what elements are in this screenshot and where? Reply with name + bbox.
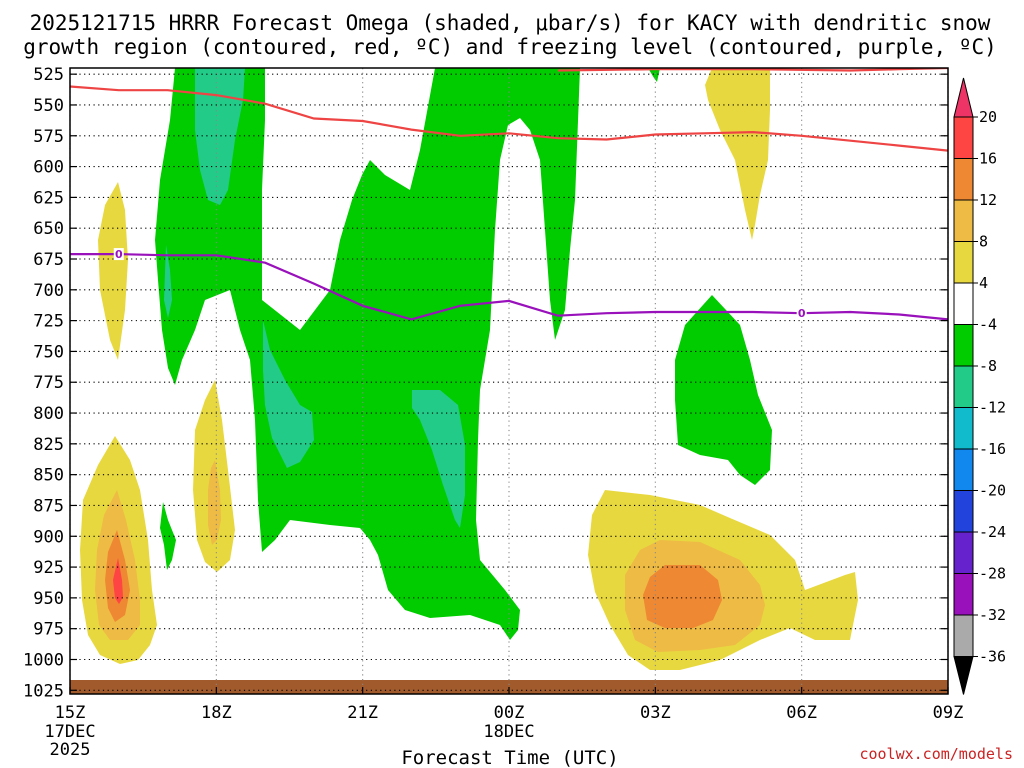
colorbar-segment-11 xyxy=(953,531,974,574)
y-axis: 525 550 575 600 625 650 675 700 725 750 775 800 825 8… xyxy=(23,65,948,701)
yellow-descent-upperright xyxy=(705,68,770,240)
y-tick-label-750: 750 xyxy=(33,342,64,362)
dgz-contour-line xyxy=(70,85,948,152)
credit-text: coolwx.com/models xyxy=(859,745,1013,763)
dgz-contour-line-top xyxy=(557,68,948,72)
y-tick-label-850: 850 xyxy=(33,466,64,486)
red-descent-lowleft xyxy=(113,558,123,604)
colorbar-segment-13 xyxy=(953,614,974,657)
colorbar-top-arrow xyxy=(953,77,974,118)
colorbar-segment-8 xyxy=(953,407,974,450)
colorbar-segment-2 xyxy=(953,158,974,201)
x-tick-label-06Z: 06Z xyxy=(786,703,817,723)
green-main-ascent xyxy=(155,68,580,640)
y-tick-label-525: 525 xyxy=(33,65,64,85)
y-tick-label-1025: 1025 xyxy=(23,681,64,701)
colorbar-segment-12 xyxy=(953,573,974,616)
colorbar-label--28: -28 xyxy=(979,565,1006,583)
y-tick-label-575: 575 xyxy=(33,127,64,147)
teal-ascent-upper xyxy=(195,68,245,205)
x-tick-label-21Z: 21Z xyxy=(347,703,378,723)
colorbar-label-12: 12 xyxy=(979,191,997,209)
teal-ascent-mid-right xyxy=(412,390,465,528)
freezing-level-label-right: 0 xyxy=(798,307,806,320)
x-tick-label-03Z: 03Z xyxy=(640,703,671,723)
colorbar-label--4: -4 xyxy=(979,316,997,334)
freezing-level-label-left-bg xyxy=(113,248,124,261)
x-tick-label-15Z: 15Z xyxy=(55,703,86,723)
colorbar-segment-3 xyxy=(953,199,974,242)
colorbar-segment-7 xyxy=(953,365,974,408)
freezing-level-label-right-bg xyxy=(796,307,807,320)
y-tick-label-775: 775 xyxy=(33,373,64,393)
contour-labels: 00 xyxy=(113,248,807,320)
x-tick-label-18Z: 18Z xyxy=(201,703,232,723)
colorbar-label--32: -32 xyxy=(979,606,1006,624)
y-tick-label-625: 625 xyxy=(33,188,64,208)
y-tick-label-1000: 1000 xyxy=(23,650,64,670)
green-ascent-small xyxy=(160,502,176,570)
colorbar-label-8: 8 xyxy=(979,233,988,251)
freezing-level-label-left: 0 xyxy=(115,248,123,261)
x-tick-sublabel-2025: 2025 xyxy=(50,740,91,760)
x-tick-label-09Z: 09Z xyxy=(933,703,964,723)
colorbar-label-20: 20 xyxy=(979,108,997,126)
colorbar-label--24: -24 xyxy=(979,523,1006,541)
teal-ascent-small xyxy=(164,245,172,318)
y-tick-label-800: 800 xyxy=(33,404,64,424)
y-tick-label-600: 600 xyxy=(33,158,64,178)
y-tick-label-875: 875 xyxy=(33,496,64,516)
y-tick-label-975: 975 xyxy=(33,620,64,640)
x-axis-label: Forecast Time (UTC) xyxy=(401,747,618,768)
colorbar-segment-9 xyxy=(953,448,974,491)
y-tick-label-725: 725 xyxy=(33,312,64,332)
grid-lines xyxy=(69,68,949,694)
teal-ascent-mid-left xyxy=(263,320,314,468)
colorbar-label--20: -20 xyxy=(979,482,1006,500)
orange-descent-column xyxy=(208,460,221,545)
x-tick-sublabel-18DEC: 18DEC xyxy=(483,722,534,742)
x-tick-label-00Z: 00Z xyxy=(494,703,525,723)
y-tick-label-825: 825 xyxy=(33,435,64,455)
colorbar-segment-5 xyxy=(953,282,974,325)
darkorange-descent-lowright xyxy=(643,565,722,628)
y-tick-label-675: 675 xyxy=(33,250,64,270)
colorbar-label-4: 4 xyxy=(979,274,988,292)
colorbar-segment-1 xyxy=(953,116,974,159)
colorbar-segment-10 xyxy=(953,490,974,533)
chart-title-line2: growth region (contoured, red, ºC) and f… xyxy=(23,35,997,59)
omega-shading xyxy=(80,68,858,670)
y-tick-label-700: 700 xyxy=(33,281,64,301)
colorbar-label--12: -12 xyxy=(979,399,1006,417)
colorbar-label--36: -36 xyxy=(979,648,1006,666)
green-ascent-right xyxy=(675,295,772,485)
colorbar: 20 16 12 8 4 -4 -8 -12 -16 -20 -24 -28 -32 -36 xyxy=(953,77,1006,695)
y-tick-label-550: 550 xyxy=(33,96,64,116)
y-tick-label-650: 650 xyxy=(33,219,64,239)
y-tick-label-925: 925 xyxy=(33,558,64,578)
y-tick-label-950: 950 xyxy=(33,589,64,609)
chart-title-line1: 2025121715 HRRR Forecast Omega (shaded, … xyxy=(30,11,991,35)
colorbar-label--16: -16 xyxy=(979,440,1006,458)
y-tick-label-900: 900 xyxy=(33,527,64,547)
colorbar-bottom-arrow xyxy=(953,656,974,695)
x-tick-sublabel-17DEC: 17DEC xyxy=(44,722,95,742)
colorbar-segment-4 xyxy=(953,241,974,284)
yellow-descent-upperleft xyxy=(98,182,128,360)
colorbar-label--8: -8 xyxy=(979,357,997,375)
green-ascent-top xyxy=(648,68,660,82)
colorbar-label-16: 16 xyxy=(979,150,997,168)
colorbar-segment-6 xyxy=(953,324,974,367)
